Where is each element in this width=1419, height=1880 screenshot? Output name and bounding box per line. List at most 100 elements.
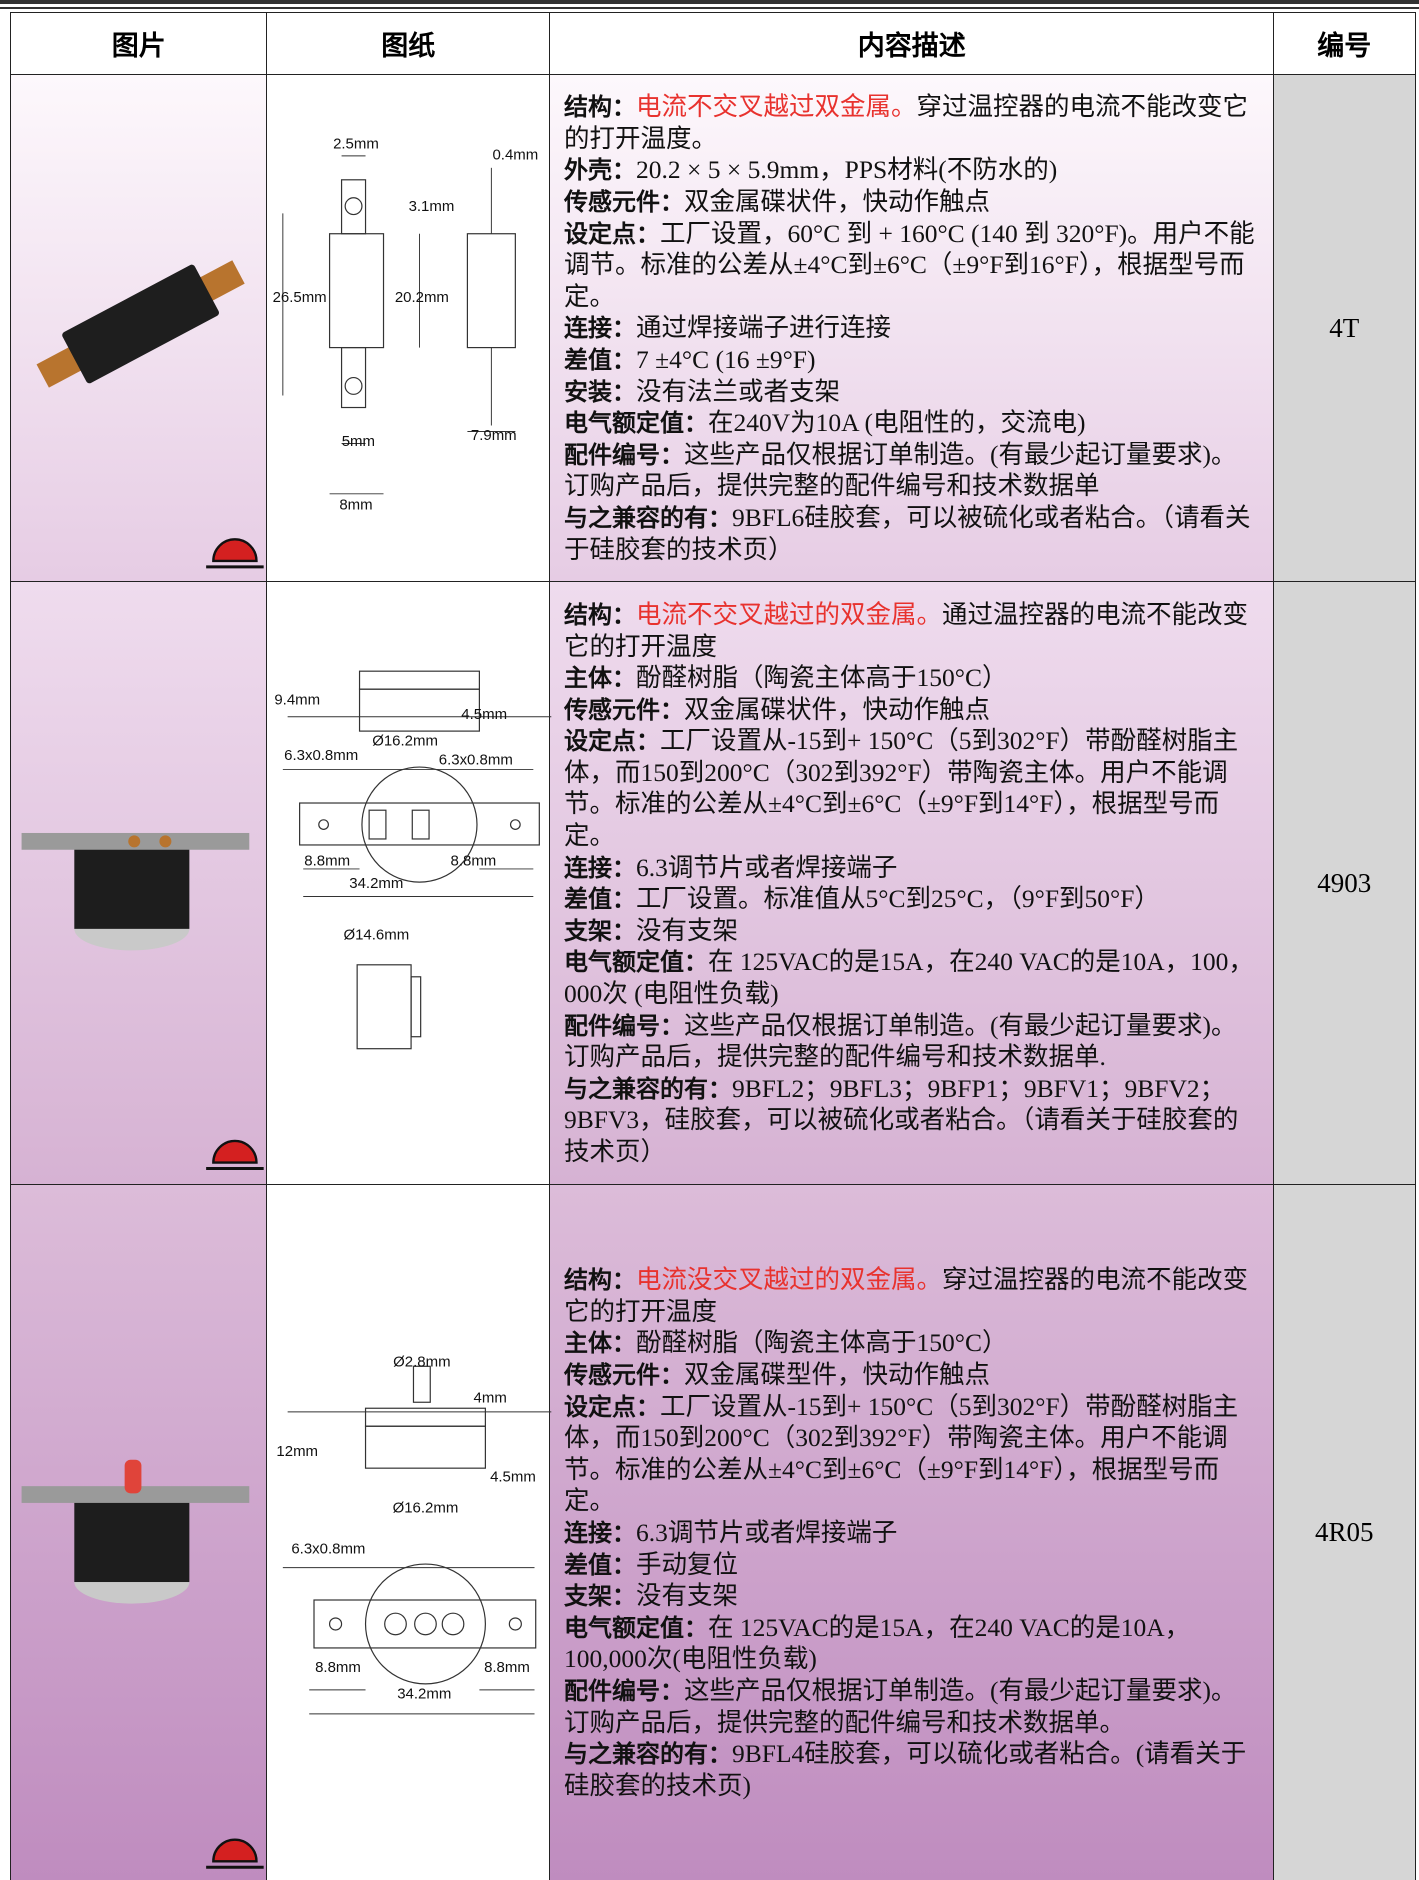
spec-line: 电气额定值：在 125VAC的是15A，在240 VAC的是10A，100,00… [564,1612,1260,1675]
spec-text: 这些产品仅根据订单制造。(有最少起订量要求)。订购产品后，提供完整的配件编号和技… [564,439,1237,501]
spec-line: 与之兼容的有：9BFL2；9BFL3；9BFP1；9BFV1；9BFV2；9BF… [564,1073,1260,1168]
photo-cell [10,1184,268,1880]
spec-line: 设定点：工厂设置从-15到+ 150°C（5到302°F）带酚醛树脂主体，而15… [564,725,1260,851]
spec-line: 连接：6.3调节片或者焊接端子 [564,1517,1260,1549]
spec-label: 结构： [564,599,636,629]
spec-line: 传感元件：双金属碟状件，快动作触点 [564,186,1260,218]
spec-text: 通过焊接端子进行连接 [636,313,892,343]
spec-text: 酚醛树脂（陶瓷主体高于150°C） [636,1328,1008,1358]
spec-text: 工厂设置，60°C 到 + 160°C (140 到 320°F)。用户不能调节… [564,218,1255,311]
spec-label: 传感元件： [564,187,684,217]
spec-label: 配件编号： [564,1675,684,1705]
spec-highlight: 电流不交叉越过双金属。 [636,92,917,122]
description-cell: 结构：电流不交叉越过的双金属。通过温控器的电流不能改变它的打开温度 主体：酚醛树脂… [549,581,1275,1186]
spec-line: 差值：工厂设置。标准值从5°C到25°C，（9°F到50°F） [564,883,1260,915]
spec-label: 连接： [564,1517,636,1547]
spec-label: 主体： [564,663,636,693]
spec-text: 没有支架 [636,915,739,945]
spec-label: 结构： [564,1265,636,1295]
spec-label: 支架： [564,1581,636,1611]
spec-line: 结构：电流不交叉越过双金属。穿过温控器的电流不能改变它的打开温度。 [564,91,1260,154]
photo-cell [10,581,268,1186]
spec-line: 差值：手动复位 [564,1549,1260,1581]
spec-text: 在240V为10A (电阻性的，交流电) [708,408,1086,438]
spec-label: 差值： [564,884,636,914]
spec-text: 6.3调节片或者焊接端子 [636,852,898,882]
drawing-cell [266,581,551,1186]
spec-label: 连接： [564,852,636,882]
spec-text: 通过温控器的电流不能改变它的打开温度 [564,599,1249,661]
spec-line: 传感元件：双金属碟状件，快动作触点 [564,694,1260,726]
description-cell: 结构：电流不交叉越过双金属。穿过温控器的电流不能改变它的打开温度。 外壳：20.2… [549,74,1275,583]
spec-text: 双金属碟状件，快动作触点 [684,694,991,724]
spec-text: 穿过温控器的电流不能改变它的打开温度 [564,1265,1249,1326]
spec-label: 与之兼容的有： [564,1739,732,1769]
spec-line: 传感元件：双金属碟型件，快动作触点 [564,1359,1260,1391]
description-cell: 结构：电流没交叉越过的双金属。穿过温控器的电流不能改变它的打开温度 主体：酚醛树脂… [549,1184,1275,1880]
spec-text: 6.3调节片或者焊接端子 [636,1517,898,1547]
spec-line: 电气额定值：在 125VAC的是15A，在240 VAC的是10A，100，00… [564,946,1260,1009]
spec-text: 9BFL4硅胶套，可以硫化或者粘合。(请看关于硅胶套的技术页) [564,1739,1247,1800]
top-rule [0,7,1419,9]
spec-label: 与之兼容的有： [564,1073,732,1103]
header-cell: 内容描述 [549,12,1275,76]
spec-line: 主体：酚醛树脂（陶瓷主体高于150°C） [564,662,1260,694]
spec-text: 工厂设置从-15到+ 150°C（5到302°F）带酚醛树脂主体，而150到20… [564,726,1239,851]
spec-text: 没有支架 [636,1581,739,1611]
drawing-cell [266,1184,551,1880]
spec-line: 安装：没有法兰或者支架 [564,376,1260,408]
spec-highlight: 电流没交叉越过的双金属。 [636,1265,943,1295]
spec-line: 配件编号：这些产品仅根据订单制造。(有最少起订量要求)。订购产品后，提供完整的配… [564,1010,1260,1073]
spec-label: 支架： [564,915,636,945]
spec-text: 没有法兰或者支架 [636,376,841,406]
code-cell: 4903 [1273,581,1416,1186]
spec-line: 与之兼容的有：9BFL6硅胶套，可以被硫化或者粘合。（请看关于硅胶套的技术页） [564,502,1260,565]
photo-cell [10,74,268,583]
header-cell: 编号 [1273,12,1416,76]
code-cell: 4R05 [1273,1184,1416,1880]
spec-line: 配件编号：这些产品仅根据订单制造。(有最少起订量要求)。订购产品后，提供完整的配… [564,439,1260,502]
header-cell: 图纸 [266,12,551,76]
spec-line: 连接：6.3调节片或者焊接端子 [564,852,1260,884]
spec-line: 与之兼容的有：9BFL4硅胶套，可以硫化或者粘合。(请看关于硅胶套的技术页) [564,1738,1260,1801]
spec-label: 传感元件： [564,1359,684,1389]
spec-label: 传感元件： [564,694,684,724]
spec-text: 在 125VAC的是15A，在240 VAC的是10A，100,000次(电阻性… [564,1612,1191,1674]
spec-line: 结构：电流没交叉越过的双金属。穿过温控器的电流不能改变它的打开温度 [564,1264,1260,1327]
spec-text: 穿过温控器的电流不能改变它的打开温度。 [564,92,1249,153]
drawing-cell [266,74,551,583]
spec-label: 与之兼容的有： [564,503,732,533]
spec-label: 电气额定值： [564,408,708,438]
spec-label: 安装： [564,376,636,406]
spec-text: 手动复位 [636,1549,739,1579]
spec-label: 设定点： [564,218,660,248]
spec-line: 外壳：20.2 × 5 × 5.9mm，PPS材料(不防水的) [564,154,1260,186]
spec-line: 支架：没有支架 [564,915,1260,947]
spec-text: 工厂设置。标准值从5°C到25°C，（9°F到50°F） [636,884,1160,914]
spec-line: 结构：电流不交叉越过的双金属。通过温控器的电流不能改变它的打开温度 [564,599,1260,662]
spec-text: 双金属碟状件，快动作触点 [684,187,991,217]
spec-label: 电气额定值： [564,947,708,977]
spec-line: 设定点：工厂设置从-15到+ 150°C（5到302°F）带酚醛树脂主体，而15… [564,1391,1260,1517]
spec-label: 主体： [564,1328,636,1358]
spec-text: 9BFL6硅胶套，可以被硫化或者粘合。（请看关于硅胶套的技术页） [564,503,1251,564]
spec-label: 差值： [564,1549,636,1579]
spec-label: 连接： [564,313,636,343]
spec-label: 设定点： [564,1391,660,1421]
spec-line: 电气额定值：在240V为10A (电阻性的，交流电) [564,407,1260,439]
code-cell: 4T [1273,74,1416,583]
spec-text: 这些产品仅根据订单制造。(有最少起订量要求)。订购产品后，提供完整的配件编号和技… [564,1010,1237,1072]
spec-highlight: 电流不交叉越过的双金属。 [636,599,943,629]
spec-line: 差值：7 ±4°C (16 ±9°F) [564,344,1260,376]
spec-line: 配件编号：这些产品仅根据订单制造。(有最少起订量要求)。订购产品后，提供完整的配… [564,1675,1260,1738]
spec-label: 差值： [564,345,636,375]
spec-label: 配件编号： [564,1010,684,1040]
spec-label: 外壳： [564,155,636,185]
spec-text: 酚醛树脂（陶瓷主体高于150°C） [636,663,1008,693]
top-rule [0,0,1419,4]
spec-line: 主体：酚醛树脂（陶瓷主体高于150°C） [564,1327,1260,1359]
spec-text: 这些产品仅根据订单制造。(有最少起订量要求)。订购产品后，提供完整的配件编号和技… [564,1675,1237,1737]
header-cell: 图片 [10,12,268,76]
spec-text: 20.2 × 5 × 5.9mm，PPS材料(不防水的) [636,155,1058,185]
